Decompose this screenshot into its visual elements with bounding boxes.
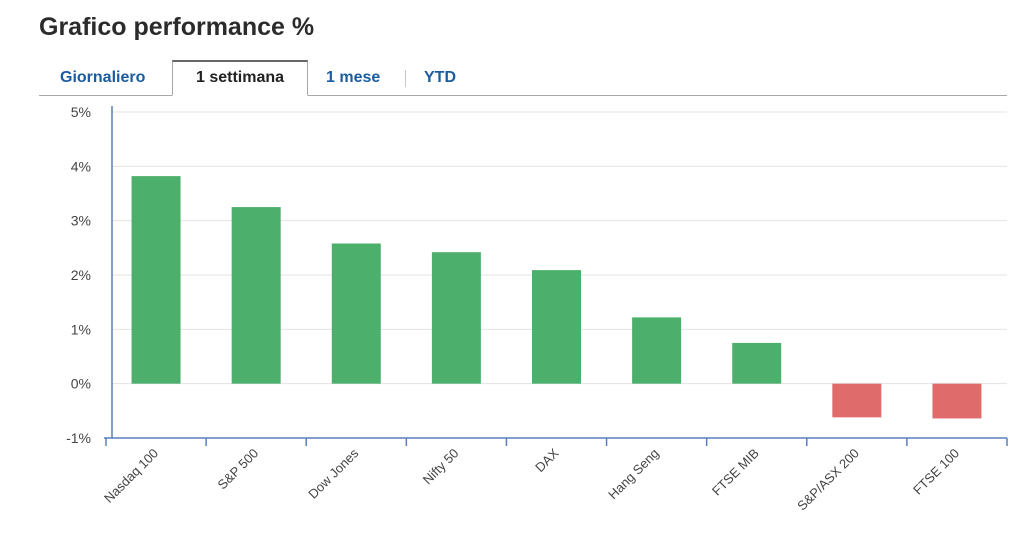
x-tick-label: DAX bbox=[532, 445, 562, 475]
tab-one-month[interactable]: 1 mese bbox=[326, 69, 381, 86]
bar bbox=[532, 270, 581, 384]
x-tick-label: FTSE MIB bbox=[709, 446, 762, 499]
y-tick-label: -1% bbox=[66, 430, 91, 446]
period-tabs: Giornaliero 1 settimana 1 mese YTD bbox=[39, 60, 1007, 96]
page-title: Grafico performance % bbox=[39, 13, 315, 41]
x-tick-label: Dow Jones bbox=[305, 445, 361, 501]
y-tick-label: 0% bbox=[71, 376, 91, 392]
bar bbox=[732, 342, 782, 384]
bar bbox=[932, 383, 982, 419]
x-tick-label: Hang Seng bbox=[605, 446, 662, 503]
y-tick-label: 2% bbox=[71, 267, 91, 283]
bar bbox=[632, 317, 682, 384]
x-tick-label: FTSE 100 bbox=[910, 446, 962, 498]
y-tick-label: 3% bbox=[71, 213, 91, 229]
x-tick-label: Nifty 50 bbox=[420, 446, 462, 488]
bar bbox=[331, 243, 381, 384]
bar bbox=[832, 383, 882, 418]
tab-divider bbox=[405, 70, 406, 87]
bar bbox=[131, 176, 181, 384]
y-tick-label: 1% bbox=[71, 321, 91, 337]
bar bbox=[231, 207, 281, 384]
y-tick-label: 4% bbox=[71, 158, 91, 174]
tab-one-week[interactable]: 1 settimana bbox=[172, 60, 308, 96]
x-tick-label: S&P 500 bbox=[215, 446, 262, 493]
x-tick-label: S&P/ASX 200 bbox=[794, 446, 862, 514]
y-tick-label: 5% bbox=[71, 104, 91, 120]
tab-daily[interactable]: Giornaliero bbox=[60, 69, 146, 86]
bar bbox=[431, 252, 481, 384]
x-tick-label: Nasdaq 100 bbox=[101, 446, 161, 506]
tab-ytd[interactable]: YTD bbox=[424, 69, 456, 86]
